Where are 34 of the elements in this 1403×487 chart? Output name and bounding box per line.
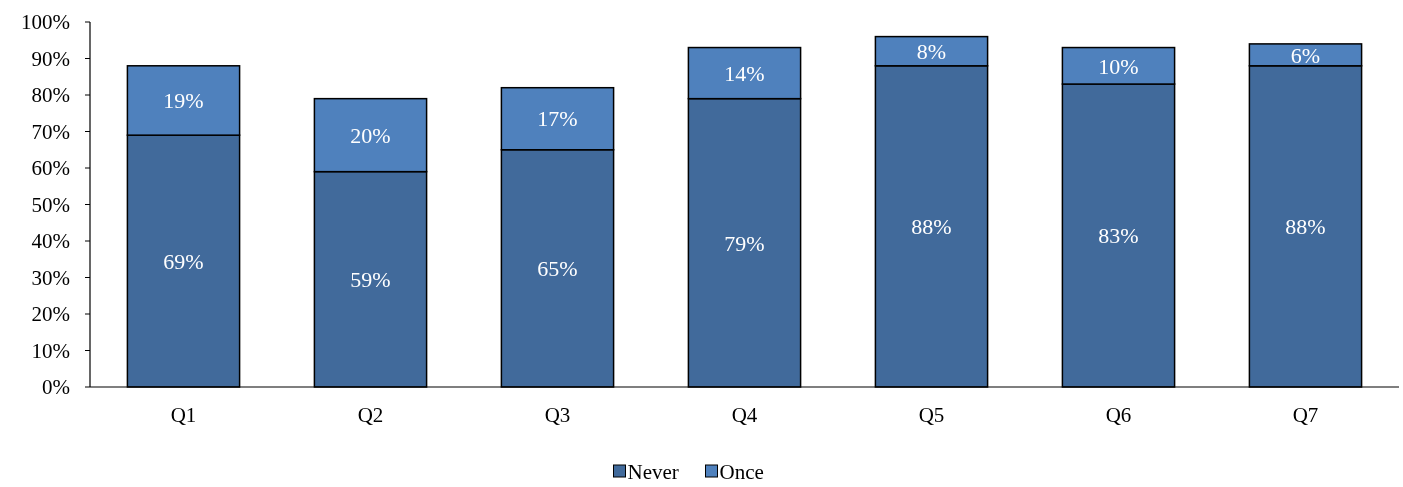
data-label: 59% (350, 267, 391, 293)
x-tick-label: Q2 (357, 403, 384, 427)
data-label: 10% (1098, 53, 1139, 79)
data-label: 69% (163, 248, 204, 274)
data-label: 14% (724, 60, 765, 86)
data-label: 88% (911, 214, 952, 240)
data-label: 79% (724, 230, 765, 256)
x-tick-label: Q6 (1105, 403, 1132, 427)
legend-label: Once (719, 460, 764, 485)
data-label: 19% (163, 88, 204, 114)
x-tick-label: Q1 (170, 403, 197, 427)
legend-label: Never (627, 460, 679, 485)
y-tick-label: 40% (31, 229, 70, 254)
data-label: 88% (1285, 214, 1326, 240)
x-tick-label: Q4 (731, 403, 758, 427)
y-tick-label: 50% (31, 192, 70, 217)
x-tick-label: Q7 (1292, 403, 1319, 427)
y-tick-label: 0% (42, 375, 70, 400)
y-tick-label: 30% (31, 265, 70, 290)
y-tick-label: 10% (31, 338, 70, 363)
y-tick-label: 100% (21, 10, 70, 35)
y-tick-label: 70% (31, 119, 70, 144)
data-label: 6% (1290, 42, 1321, 68)
data-label: 83% (1098, 223, 1139, 249)
data-label: 8% (916, 38, 947, 64)
data-label: 65% (537, 256, 578, 282)
data-label: 20% (350, 122, 391, 148)
y-tick-label: 20% (31, 302, 70, 327)
y-tick-label: 60% (31, 156, 70, 181)
y-tick-label: 80% (31, 83, 70, 108)
x-tick-label: Q5 (918, 403, 945, 427)
data-label: 17% (537, 106, 578, 132)
x-tick-label: Q3 (544, 403, 571, 427)
y-tick-label: 90% (31, 46, 70, 71)
